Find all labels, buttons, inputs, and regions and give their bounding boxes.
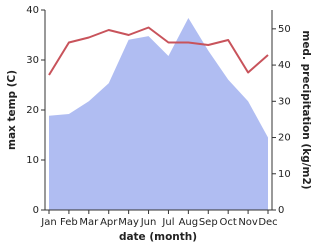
precipitation-area <box>49 17 268 211</box>
x-tick-label: Jul <box>161 217 174 228</box>
y-tick-label: 30 <box>26 55 39 66</box>
y2-tick-label: 10 <box>278 169 291 180</box>
x-tick-label: Sep <box>199 217 218 228</box>
y-tick-label: 20 <box>26 105 39 116</box>
y2-axis-label: med. precipitation (kg/m2) <box>300 30 312 189</box>
x-tick-label: May <box>118 217 139 228</box>
y2-tick-label: 40 <box>278 60 291 71</box>
x-tick-label: Dec <box>258 217 277 228</box>
y-tick-label: 10 <box>26 155 39 166</box>
y2-tick-label: 30 <box>278 96 291 107</box>
x-tick-label: Apr <box>100 217 118 228</box>
temperature-line <box>48 26 269 76</box>
x-axis-label: date (month) <box>119 231 197 243</box>
y2-tick-label: 20 <box>278 133 291 144</box>
x-tick-label: Jun <box>140 217 157 228</box>
x-tick-label: Aug <box>179 217 199 228</box>
x-tick-label: Mar <box>79 217 99 228</box>
y-tick-label: 0 <box>33 205 39 216</box>
x-tick-label: Feb <box>60 217 78 228</box>
y2-tick-label: 0 <box>278 205 284 216</box>
x-tick-label: Nov <box>238 217 258 228</box>
x-tick-label: Jan <box>40 217 56 228</box>
x-tick-label: Oct <box>220 217 237 228</box>
y-axis-label: max temp (C) <box>6 70 18 150</box>
y-tick-label: 40 <box>26 5 39 16</box>
y2-tick-label: 50 <box>278 24 291 35</box>
